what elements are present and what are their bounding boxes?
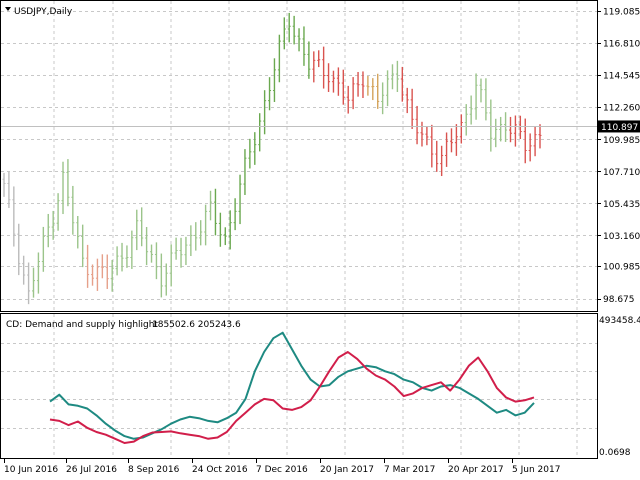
price-axis-label: 114.545	[603, 72, 640, 82]
price-axis-label: 112.260	[603, 104, 640, 114]
indicator-axis-min: 0.0698	[599, 448, 631, 458]
time-axis: 10 Jun 2016 26 Jul 2016 8 Sep 2016 24 Oct 2…	[4, 459, 560, 475]
time-axis-label: 26 Jul 2016	[66, 465, 117, 475]
price-axis: 119.085 116.810 114.545 112.260 109.985 107.7…	[597, 8, 640, 305]
indicator-axis: 493458.4 0.0698	[599, 316, 640, 458]
time-axis-label: 10 Jun 2016	[4, 465, 58, 475]
indicator-series-line-1	[49, 351, 535, 444]
price-pane	[0, 0, 598, 312]
price-axis-label: 109.985	[603, 136, 640, 146]
time-axis-label: 7 Mar 2017	[384, 465, 435, 475]
current-price-label: 110.897	[598, 120, 640, 133]
time-axis-label: 20 Apr 2017	[448, 465, 504, 475]
indicator-lines	[49, 331, 535, 444]
price-axis-label: 98.675	[603, 295, 635, 305]
symbol-dropdown-icon[interactable]	[5, 7, 11, 11]
time-axis-label: 5 Jun 2017	[512, 465, 560, 475]
indicator-grid	[1, 314, 597, 458]
time-axis-label: 7 Dec 2016	[256, 465, 308, 475]
price-chart-title[interactable]: USDJPY,Daily	[14, 7, 73, 17]
indicator-title: CD: Demand and supply highlight	[6, 320, 158, 330]
indicator-values: 185502.6 205243.6	[152, 320, 241, 330]
time-axis-label: 8 Sep 2016	[128, 465, 180, 475]
time-axis-label: 20 Jan 2017	[320, 465, 374, 475]
price-axis-label: 103.160	[603, 232, 640, 242]
price-axis-label: 107.710	[603, 168, 640, 178]
price-axis-label: 116.810	[603, 40, 640, 50]
time-axis-label: 24 Oct 2016	[192, 465, 248, 475]
price-axis-label: 119.085	[603, 8, 640, 18]
price-axis-label: 100.985	[603, 263, 640, 273]
price-axis-label: 105.435	[603, 200, 640, 210]
indicator-axis-max: 493458.4	[599, 316, 640, 326]
price-bars	[2, 12, 542, 305]
indicator-pane	[0, 313, 598, 459]
svg-text:110.897: 110.897	[601, 123, 638, 133]
